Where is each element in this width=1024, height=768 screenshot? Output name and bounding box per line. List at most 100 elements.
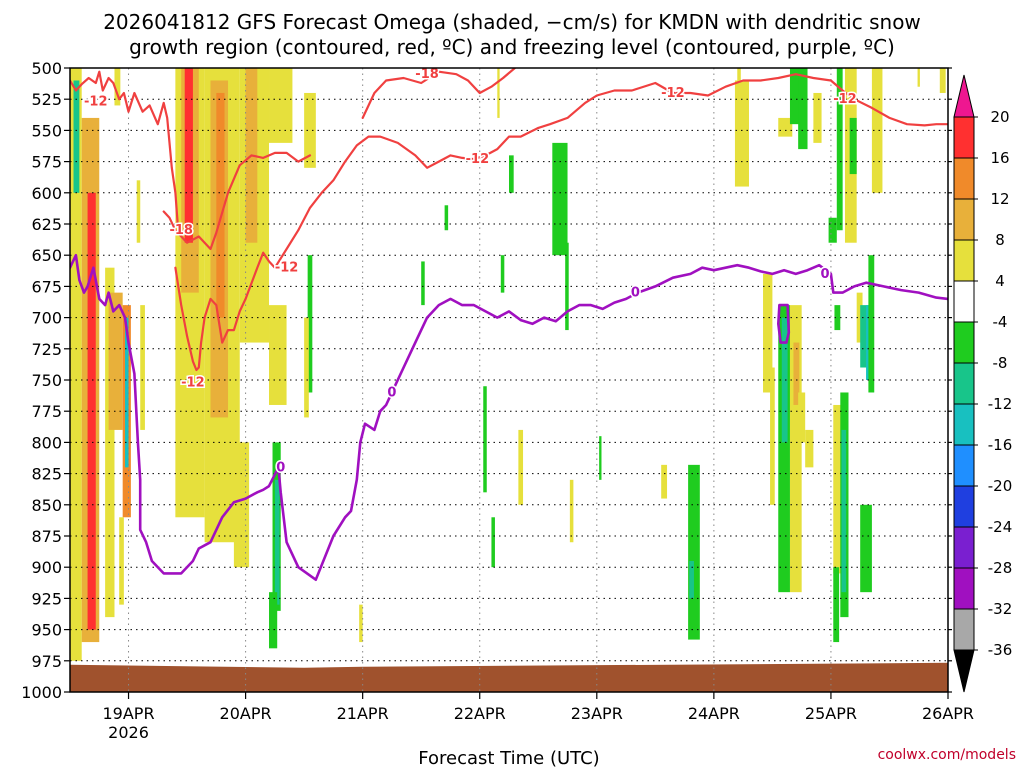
y-tick-label-525: 525 xyxy=(31,90,62,109)
colorbar-bin-5 xyxy=(953,321,975,364)
omega-region-47 xyxy=(763,273,773,393)
contour-label-layer: -12 -18 -12 -12 -18 -12 -12 -12 0 0 0 0 xyxy=(83,66,859,477)
colorbar-label-0: 20 xyxy=(990,108,1009,126)
x-tick-label-24APR: 24APR xyxy=(688,704,740,723)
colorbar-label-11: -28 xyxy=(988,559,1013,577)
colorbar-label-1: 16 xyxy=(990,149,1009,167)
y-tick-label-975: 975 xyxy=(31,652,62,671)
x-tick-sublabel-19APR: 2026 xyxy=(108,723,149,742)
omega-region-54 xyxy=(793,342,800,405)
omega-region-28 xyxy=(304,317,309,418)
contour-0-loop xyxy=(776,303,791,344)
colorbar-label-13: -36 xyxy=(988,641,1013,659)
colorbar-bin-9 xyxy=(953,485,975,528)
y-axis: 500 525 550 575 600 625 650 675 700 725 750 775 800 8… xyxy=(21,59,952,702)
omega-region-30 xyxy=(421,261,425,306)
colorbar-bin-6 xyxy=(953,362,975,405)
omega-region-63 xyxy=(836,68,843,231)
colorbar-label-3: 8 xyxy=(995,231,1005,249)
omega-region-40 xyxy=(569,479,574,543)
contour-label-3: -12 xyxy=(275,261,299,276)
omega-region-3 xyxy=(87,192,96,630)
site-credit[interactable]: coolwx.com/models xyxy=(878,747,1016,763)
y-tick-label-550: 550 xyxy=(31,121,62,140)
omega-region-25 xyxy=(274,479,280,605)
omega-region-23 xyxy=(304,92,316,168)
omega-region-37 xyxy=(509,155,514,193)
omega-region-9 xyxy=(119,517,124,605)
ground-layer xyxy=(70,662,948,692)
colorbar-bin-12 xyxy=(953,608,975,651)
omega-region-26 xyxy=(269,592,278,649)
omega-region-32 xyxy=(483,386,487,493)
omega-region-58 xyxy=(813,92,822,143)
y-tick-label-725: 725 xyxy=(31,340,62,359)
grid-layer xyxy=(70,68,948,692)
omega-region-67 xyxy=(849,117,857,175)
omega-region-39 xyxy=(565,242,569,331)
contour--18 xyxy=(70,70,179,226)
omega-region-48 xyxy=(770,367,775,505)
colorbar-label-4: 4 xyxy=(995,272,1005,290)
omega-region-68 xyxy=(856,292,863,343)
y-tick-label-900: 900 xyxy=(31,558,62,577)
y-tick-label-575: 575 xyxy=(31,153,62,172)
colorbar-label-6: -8 xyxy=(993,354,1008,372)
omega-region-52 xyxy=(789,68,801,125)
contour-label-4: -18 xyxy=(415,67,439,82)
x-tick-label-25APR: 25APR xyxy=(805,704,857,723)
chart-title-line-1: 2026041812 GFS Forecast Omega (shaded, −… xyxy=(103,10,921,34)
omega-region-21 xyxy=(269,68,293,143)
omega-region-43 xyxy=(688,464,700,640)
omega-region-5 xyxy=(108,292,123,430)
y-tick-label-825: 825 xyxy=(31,465,62,484)
chart-title-line-2: growth region (contoured, red, ºC) and f… xyxy=(129,35,895,59)
omega-region-61 xyxy=(834,305,841,331)
colorbar-bin-1 xyxy=(953,157,975,200)
contour-label-7: -12 xyxy=(833,92,857,107)
contour-label-9: 0 xyxy=(387,385,396,400)
y-tick-label-500: 500 xyxy=(31,59,62,78)
omega-region-74 xyxy=(917,68,920,87)
contour-label-0: -12 xyxy=(84,95,108,110)
y-tick-label-875: 875 xyxy=(31,527,62,546)
colorbar-label-10: -24 xyxy=(988,518,1013,536)
ground-shading xyxy=(70,662,948,692)
contour--12 xyxy=(174,73,948,372)
y-tick-label-600: 600 xyxy=(31,184,62,203)
colorbar: 20 16 12 8 4 -4 -8 -12 -16 -20 -24 -28 -32 -36 xyxy=(953,74,1013,693)
omega-region-27 xyxy=(307,255,313,393)
contour-label-10: 0 xyxy=(631,286,640,301)
y-tick-label-950: 950 xyxy=(31,621,62,640)
y-tick-label-750: 750 xyxy=(31,371,62,390)
omega-region-49 xyxy=(778,117,793,137)
omega-region-65 xyxy=(841,429,847,593)
x-tick-label-26APR: 26APR xyxy=(922,704,974,723)
omega-region-31 xyxy=(444,205,449,231)
y-tick-label-925: 925 xyxy=(31,589,62,608)
omega-region-70 xyxy=(860,504,872,593)
colorbar-bottom-arrow xyxy=(953,649,975,693)
colorbar-label-7: -12 xyxy=(988,395,1013,413)
colorbar-bin-2 xyxy=(953,198,975,241)
contour-layer xyxy=(70,68,948,582)
y-tick-label-650: 650 xyxy=(31,246,62,265)
omega-region-69 xyxy=(860,305,869,368)
omega-region-62 xyxy=(833,567,840,643)
contour-0 xyxy=(70,253,948,582)
omega-region-50 xyxy=(778,305,790,593)
omega-region-7 xyxy=(125,317,129,468)
colorbar-bin-0 xyxy=(953,116,975,159)
omega-region-55 xyxy=(798,68,808,150)
y-tick-label-1000: 1000 xyxy=(21,683,62,702)
contour--18b xyxy=(361,68,517,120)
omega-region-46 xyxy=(734,80,749,187)
omega-region-36 xyxy=(518,429,524,505)
y-tick-label-675: 675 xyxy=(31,277,62,296)
omega-region-57 xyxy=(805,429,814,468)
contour-label-5: -12 xyxy=(466,152,490,167)
colorbar-label-8: -16 xyxy=(988,436,1013,454)
omega-region-33 xyxy=(491,517,495,568)
